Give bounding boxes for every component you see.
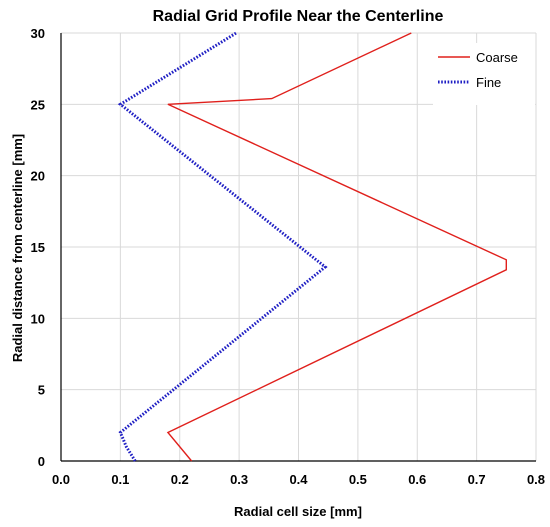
y-tick-label: 0 [38, 454, 45, 469]
series-line-coarse [166, 32, 507, 462]
legend: Coarse Fine [433, 43, 535, 105]
axes [60, 33, 536, 462]
x-tick-label: 0.8 [527, 472, 545, 487]
chart-title: Radial Grid Profile Near the Centerline [153, 8, 444, 25]
legend-label-fine: Fine [476, 75, 501, 90]
y-tick-label: 20 [31, 169, 45, 184]
y-tick-label: 10 [31, 311, 45, 326]
tick-labels: 0.0 0.1 0.2 0.3 0.4 0.5 0.6 0.7 0.8 0 5 10 15 20 25 30 [31, 26, 546, 487]
x-tick-label: 0.6 [408, 472, 426, 487]
x-tick-label: 0.4 [289, 472, 308, 487]
x-tick-label: 0.3 [230, 472, 248, 487]
x-axis-label: Radial cell size [mm] [234, 504, 362, 519]
legend-label-coarse: Coarse [476, 50, 518, 65]
x-tick-label: 0.2 [171, 472, 189, 487]
grid [61, 32, 537, 461]
series-line-fine [117, 31, 328, 462]
y-tick-label: 30 [31, 26, 45, 41]
x-tick-label: 0.0 [52, 472, 70, 487]
y-axis-label: Radial distance from centerline [mm] [10, 134, 25, 362]
y-tick-label: 15 [31, 240, 45, 255]
y-tick-label: 25 [31, 97, 45, 112]
x-tick-label: 0.5 [349, 472, 367, 487]
series-lines [117, 31, 507, 462]
y-tick-label: 5 [38, 383, 45, 398]
x-tick-label: 0.1 [111, 472, 129, 487]
legend-background [433, 43, 535, 105]
x-tick-label: 0.7 [468, 472, 486, 487]
